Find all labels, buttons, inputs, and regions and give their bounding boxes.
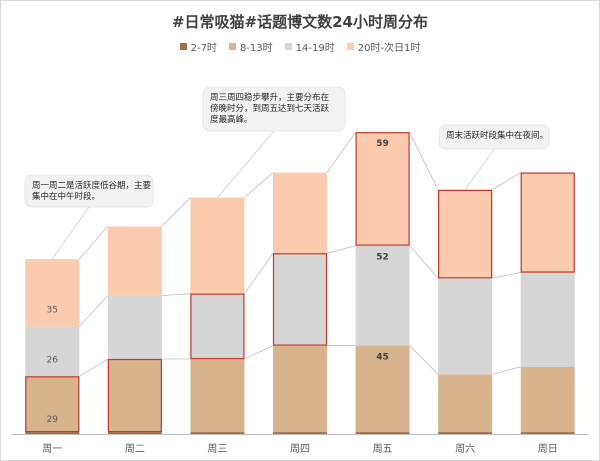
- bar-segment: [107, 295, 162, 360]
- connector-line: [492, 272, 521, 279]
- connector-line: [244, 172, 274, 198]
- highlight-box: [107, 358, 162, 433]
- highlight-box: [520, 172, 575, 273]
- connector-line: [326, 245, 356, 254]
- connector-line: [326, 131, 356, 173]
- bar-segment: [438, 374, 493, 433]
- chart-title: #日常吸猫#话题博文数24小时周分布: [171, 13, 428, 31]
- bar-segment: [438, 189, 493, 279]
- bar-segment: [107, 432, 162, 434]
- x-tick-label: 周日: [538, 443, 558, 455]
- bar-segment: [355, 132, 410, 246]
- bar-segment: [107, 226, 162, 296]
- bar-segment: [520, 172, 575, 273]
- x-tick-label: 周二: [125, 443, 145, 455]
- connector-line: [244, 253, 274, 294]
- connector-line: [78, 295, 109, 327]
- legend-swatch: [284, 43, 292, 50]
- highlight-box: [438, 189, 493, 279]
- connector-line: [161, 197, 191, 227]
- highlight-box: [190, 293, 245, 360]
- connector-line: [491, 172, 521, 191]
- legend-label: 8-13时: [239, 43, 273, 54]
- bar-segment: [438, 278, 493, 375]
- bar-segment: [273, 345, 327, 433]
- callout-leader: [464, 148, 495, 191]
- annotation-box: [24, 174, 154, 208]
- bar-segment: [190, 293, 245, 360]
- x-tick-label: 周五: [373, 443, 393, 455]
- bar-segment: [520, 432, 575, 434]
- legend-item: 8-13时: [228, 39, 273, 54]
- annotation-box: [202, 86, 346, 132]
- bar-segment: [438, 432, 493, 434]
- bar-segment: [25, 326, 80, 377]
- x-tick-label: 周四: [290, 443, 310, 455]
- annotation-text: 度最高峰。: [210, 114, 253, 125]
- data-label: 35: [47, 305, 58, 315]
- bar-segment: [520, 366, 575, 433]
- chart-legend: 2-7时 8-13时 14-19时 20时-次日1时: [1, 39, 599, 54]
- x-tick-label: 周一: [42, 443, 62, 455]
- annotation-text: 集中在中午时段。: [32, 191, 100, 202]
- bar-segment: [25, 432, 80, 434]
- bar-segment: [25, 259, 80, 327]
- connector-line: [492, 366, 521, 375]
- connector-line: [244, 345, 274, 360]
- legend-swatch: [179, 43, 187, 50]
- connector-line: [409, 245, 439, 279]
- highlight-box: [272, 253, 328, 346]
- legend-item: 2-7时: [179, 39, 217, 54]
- legend-item: 20时-次日1时: [346, 39, 421, 54]
- connector-line: [79, 358, 109, 377]
- bar-segment: [107, 359, 162, 433]
- legend-item: 14-19时: [284, 39, 335, 54]
- data-label: 52: [376, 253, 389, 263]
- legend-label: 2-7时: [190, 43, 217, 54]
- data-label: 59: [376, 139, 389, 149]
- bar-segment: [190, 197, 245, 294]
- bar-segment: [355, 345, 410, 433]
- legend-swatch: [228, 43, 236, 50]
- callout-leader: [51, 206, 90, 260]
- highlight-box: [355, 132, 410, 246]
- bar-segment: [273, 253, 327, 346]
- bar-segment: [355, 432, 410, 434]
- callout-leader: [217, 130, 275, 198]
- bar-segment: [25, 376, 80, 433]
- bar-segment: [520, 272, 575, 367]
- data-label: 45: [376, 353, 389, 363]
- connector-line: [78, 226, 109, 260]
- legend-label: 20时-次日1时: [357, 43, 421, 54]
- annotation-text: 周末活跃时段集中在夜间。: [446, 130, 548, 141]
- connector-line: [409, 132, 439, 191]
- bar-segment: [273, 432, 327, 434]
- bar-segment: [355, 245, 410, 346]
- annotation-text: 傍晚时分，到周五达到七天活跃: [210, 103, 330, 114]
- x-tick-label: 周三: [207, 443, 227, 455]
- annotation-box: [438, 124, 550, 150]
- data-label: 29: [47, 415, 59, 425]
- legend-label: 14-19时: [295, 43, 335, 54]
- annotation-text: 周一周二是活跃度低谷期，主要: [32, 180, 152, 191]
- bar-segment: [190, 359, 245, 433]
- x-tick-label: 周六: [455, 443, 475, 455]
- bar-segment: [190, 432, 245, 434]
- connector-line: [409, 345, 439, 375]
- highlight-box: [25, 376, 80, 433]
- annotation-text: 周三周四稳步攀升，主要分布在: [210, 92, 329, 103]
- data-label: 26: [47, 355, 59, 365]
- connector-line: [161, 293, 191, 296]
- legend-swatch: [346, 43, 354, 50]
- bar-segment: [273, 172, 327, 254]
